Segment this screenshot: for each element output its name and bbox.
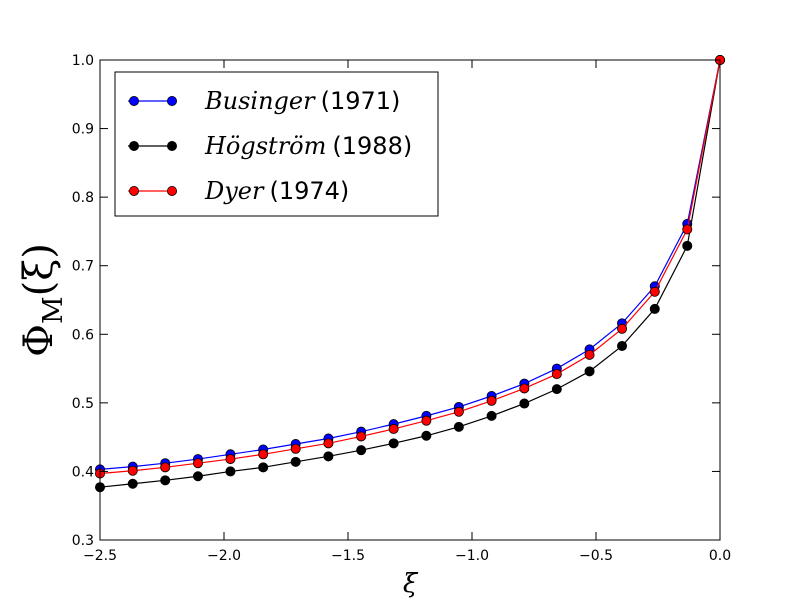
data-point-dyer bbox=[388, 423, 399, 434]
legend-marker bbox=[166, 185, 177, 196]
series-layer bbox=[95, 55, 726, 493]
data-point-hgstrm bbox=[486, 410, 497, 421]
legend-marker bbox=[128, 140, 139, 151]
x-tick-label: −1.5 bbox=[331, 548, 365, 564]
data-point-hgstrm bbox=[356, 445, 367, 456]
data-point-dyer bbox=[519, 383, 530, 394]
data-point-dyer bbox=[617, 323, 628, 334]
y-axis-label: ΦM(ξ) bbox=[16, 243, 69, 357]
x-tick-label: −2.0 bbox=[207, 548, 241, 564]
y-tick-label: 1.0 bbox=[72, 53, 94, 69]
data-point-dyer bbox=[486, 395, 497, 406]
y-tick-label: 0.3 bbox=[72, 533, 94, 549]
series-line-hgstrm bbox=[99, 59, 721, 488]
legend-series-year: (1988) bbox=[332, 132, 412, 160]
data-point-hgstrm bbox=[160, 475, 171, 486]
legend-series-name: Businger bbox=[204, 87, 316, 115]
data-point-dyer bbox=[584, 349, 595, 360]
legend-label: Dyer (1974) bbox=[204, 177, 349, 205]
data-point-dyer bbox=[323, 438, 334, 449]
y-axis-label-main: Φ bbox=[16, 324, 62, 357]
legend: Businger (1971) Högström (1988) Dyer (1974) bbox=[114, 71, 439, 217]
legend-label: Businger (1971) bbox=[204, 87, 400, 115]
series-line-businger bbox=[99, 59, 721, 470]
data-point-hgstrm bbox=[551, 384, 562, 395]
y-axis-label-sub: M bbox=[38, 296, 69, 324]
x-axis: −2.5 −2.0 −1.5 −1.0 −0.5 0.0 bbox=[83, 60, 731, 564]
data-point-hgstrm bbox=[258, 462, 269, 473]
data-point-hgstrm bbox=[388, 438, 399, 449]
data-point-dyer bbox=[356, 431, 367, 442]
data-point-hgstrm bbox=[682, 240, 693, 251]
legend-series-year: (1974) bbox=[269, 177, 349, 205]
data-point-dyer bbox=[225, 454, 236, 465]
data-point-dyer bbox=[290, 443, 301, 454]
data-point-hgstrm bbox=[290, 456, 301, 467]
y-tick-label: 0.4 bbox=[72, 464, 94, 480]
svg-text:ΦM(ξ): ΦM(ξ) bbox=[16, 243, 69, 357]
legend-marker bbox=[166, 96, 177, 107]
x-tick-label: 0.0 bbox=[709, 548, 731, 564]
data-point-hgstrm bbox=[453, 421, 464, 432]
series-line-dyer bbox=[99, 59, 721, 475]
data-point-dyer bbox=[258, 449, 269, 460]
legend-entry-dyer: Dyer (1974) bbox=[128, 177, 349, 205]
legend-marker bbox=[128, 185, 139, 196]
data-point-dyer bbox=[160, 462, 171, 473]
legend-series-year: (1971) bbox=[321, 87, 401, 115]
x-tick-label: −2.5 bbox=[83, 548, 117, 564]
data-point-hgstrm bbox=[323, 451, 334, 462]
x-tick-label: −1.0 bbox=[455, 548, 489, 564]
data-point-dyer bbox=[649, 286, 660, 297]
y-tick-label: 0.5 bbox=[72, 396, 94, 412]
y-axis-label-arg: (ξ) bbox=[16, 243, 62, 296]
y-tick-label: 0.7 bbox=[72, 259, 94, 275]
data-point-dyer bbox=[127, 465, 138, 476]
y-axis: 0.3 0.4 0.5 0.6 0.7 0.8 0.9 1.0 bbox=[72, 53, 720, 549]
legend-series-name: Dyer bbox=[204, 177, 265, 205]
data-point-hgstrm bbox=[192, 471, 203, 482]
series-dyer bbox=[95, 55, 726, 479]
y-tick-label: 0.6 bbox=[72, 327, 94, 343]
data-point-hgstrm bbox=[127, 478, 138, 489]
legend-entry-businger: Businger (1971) bbox=[128, 87, 400, 115]
data-point-hgstrm bbox=[649, 303, 660, 314]
data-point-hgstrm bbox=[584, 366, 595, 377]
data-point-hgstrm bbox=[617, 340, 628, 351]
data-point-dyer bbox=[682, 224, 693, 235]
data-point-dyer bbox=[453, 406, 464, 417]
legend-label: Högström (1988) bbox=[204, 132, 412, 160]
data-point-hgstrm bbox=[519, 398, 530, 409]
data-point-dyer bbox=[192, 458, 203, 469]
legend-entry-hgstrm: Högström (1988) bbox=[128, 132, 412, 160]
y-tick-label: 0.8 bbox=[72, 190, 94, 206]
data-point-hgstrm bbox=[225, 466, 236, 477]
plot-frame bbox=[99, 59, 721, 541]
y-tick-label: 0.9 bbox=[72, 122, 94, 138]
legend-marker bbox=[128, 96, 139, 107]
legend-series-name: Högström bbox=[204, 132, 326, 160]
x-axis-label: ξ bbox=[403, 569, 419, 599]
data-point-dyer bbox=[421, 415, 432, 426]
data-point-hgstrm bbox=[421, 430, 432, 441]
legend-marker bbox=[166, 140, 177, 151]
x-tick-label: −0.5 bbox=[579, 548, 613, 564]
data-point-dyer bbox=[551, 369, 562, 380]
